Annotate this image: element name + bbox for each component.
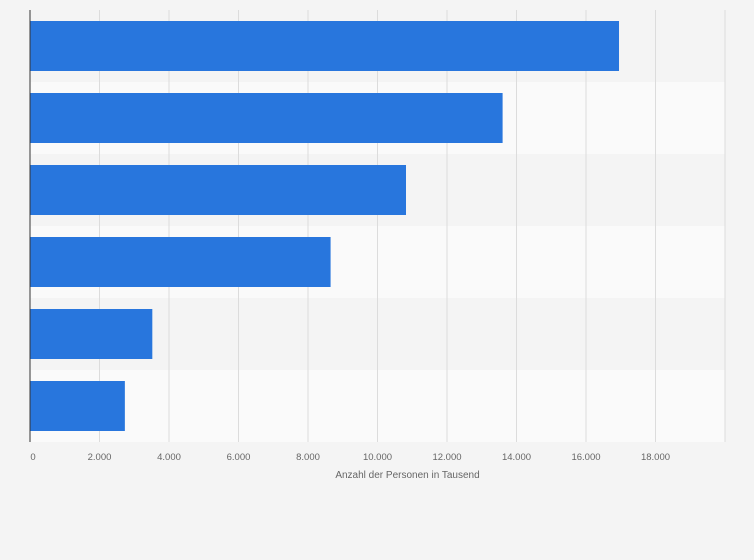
x-tick-label: 16.000 (571, 452, 600, 463)
bar (30, 309, 153, 359)
x-axis-title: Anzahl der Personen in Tausend (335, 470, 479, 481)
x-tick-label: 12.000 (432, 452, 461, 463)
x-tick-label: 6.000 (227, 452, 251, 463)
bar (30, 237, 331, 287)
bar (30, 93, 503, 143)
x-tick-label: 14.000 (502, 452, 531, 463)
x-tick-label: 2.000 (88, 452, 112, 463)
bar (30, 21, 620, 71)
x-tick-label: 4.000 (157, 452, 181, 463)
bar (30, 165, 406, 215)
bar (30, 381, 125, 431)
x-tick-label: 18.000 (641, 452, 670, 463)
x-tick-label: 10.000 (363, 452, 392, 463)
x-tick-label: 0 (30, 452, 35, 463)
x-tick-label: 8.000 (296, 452, 320, 463)
x-tick-labels: 0 2.000 4.000 6.000 8.000 10.000 12.000 14.000 1… (30, 452, 670, 463)
bars (30, 21, 620, 431)
grid-lines (99, 10, 726, 442)
